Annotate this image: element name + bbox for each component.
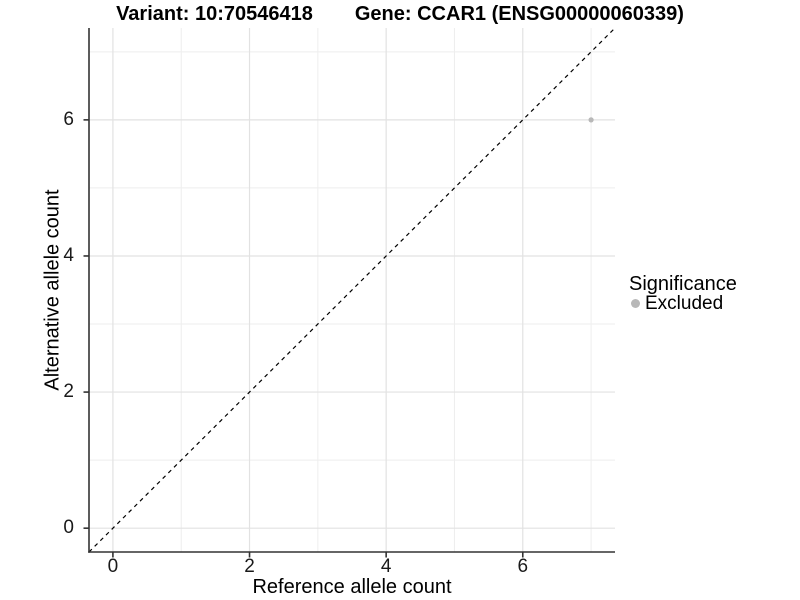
- x-tick-label: 2: [244, 556, 255, 577]
- x-tick-label: 0: [107, 556, 119, 577]
- y-tick-label: 4: [63, 244, 74, 266]
- legend-item: Excluded: [631, 294, 737, 313]
- variant-title: Variant: 10:70546418: [116, 3, 313, 25]
- plot-title: Variant: 10:70546418 Gene: CCAR1 (ENSG00…: [0, 3, 800, 25]
- y-tick-label: 0: [63, 517, 74, 539]
- legend-items: Excluded: [629, 294, 737, 313]
- legend-title: Significance: [629, 273, 737, 295]
- legend-item-label: Excluded: [645, 293, 724, 314]
- legend-key-dot-icon: [631, 299, 640, 308]
- gene-title: Gene: CCAR1 (ENSG00000060339): [354, 3, 684, 25]
- y-axis-title: Alternative allele count: [41, 189, 64, 391]
- data-point: [588, 117, 594, 123]
- x-axis-title: Reference allele count: [252, 576, 452, 598]
- y-tick-label: 6: [63, 108, 74, 130]
- x-tick-label: 4: [380, 556, 392, 577]
- x-tick-label: 6: [517, 556, 529, 577]
- identity-line: [88, 27, 616, 553]
- legend: Significance Excluded: [629, 274, 737, 313]
- y-tick-label: 2: [63, 381, 74, 403]
